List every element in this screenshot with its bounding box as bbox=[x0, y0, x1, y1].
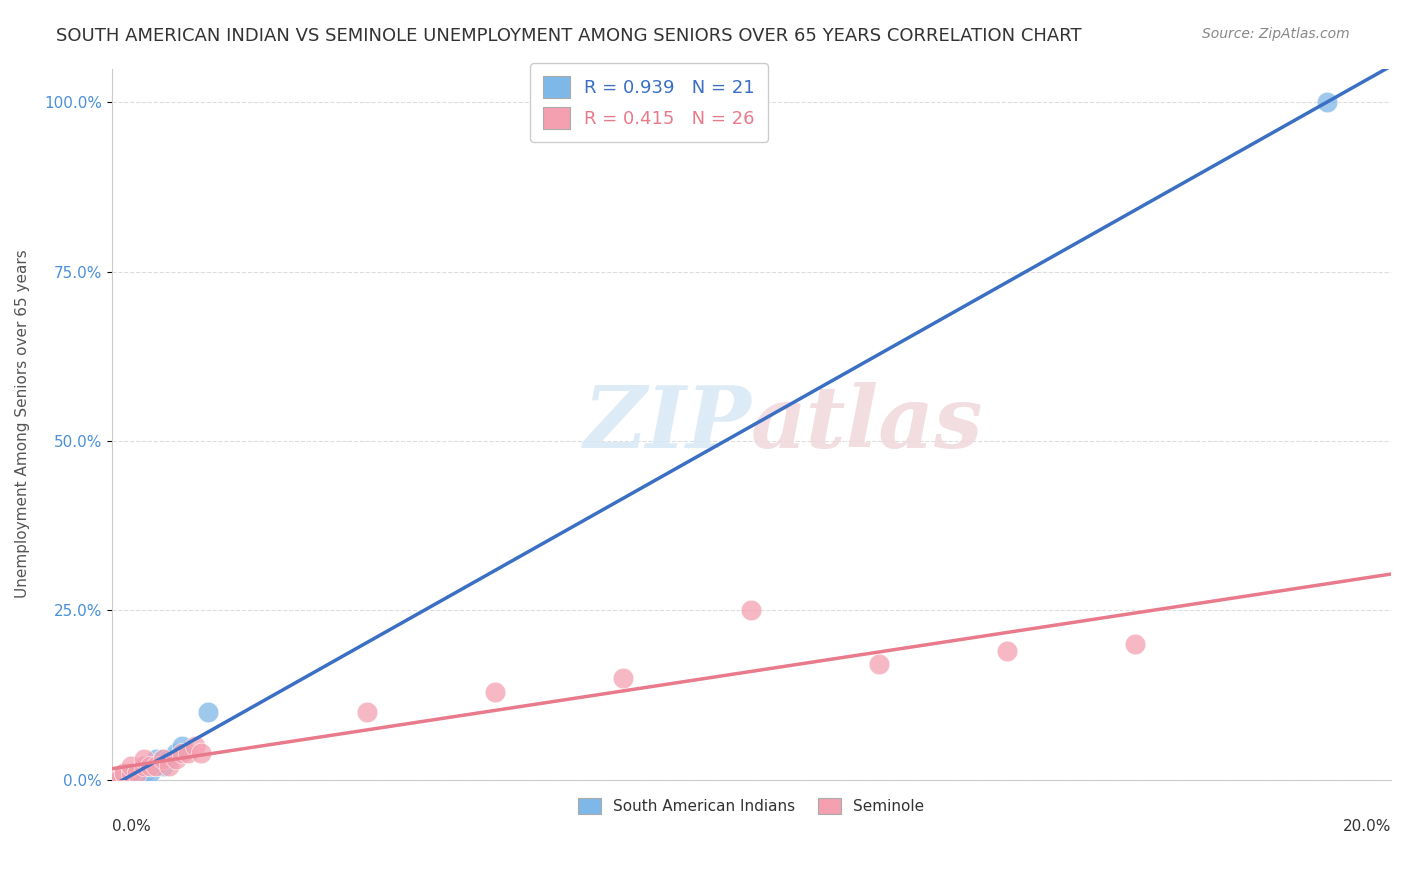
Text: SOUTH AMERICAN INDIAN VS SEMINOLE UNEMPLOYMENT AMONG SENIORS OVER 65 YEARS CORRE: SOUTH AMERICAN INDIAN VS SEMINOLE UNEMPL… bbox=[56, 27, 1081, 45]
Point bbox=[120, 765, 142, 780]
Point bbox=[127, 765, 149, 780]
Point bbox=[145, 759, 167, 773]
Point bbox=[107, 772, 129, 787]
Text: 0.0%: 0.0% bbox=[111, 819, 150, 834]
Point bbox=[112, 772, 135, 787]
Point bbox=[157, 752, 180, 766]
Point bbox=[120, 772, 142, 787]
Point bbox=[157, 759, 180, 773]
Point bbox=[190, 746, 212, 760]
Point bbox=[139, 759, 162, 773]
Point bbox=[152, 752, 174, 766]
Point bbox=[165, 752, 187, 766]
Point bbox=[132, 752, 155, 766]
Point bbox=[484, 684, 506, 698]
Point bbox=[152, 759, 174, 773]
Legend: South American Indians, Seminole: South American Indians, Seminole bbox=[571, 790, 932, 822]
Point bbox=[152, 752, 174, 766]
Point bbox=[120, 759, 142, 773]
Point bbox=[132, 759, 155, 773]
Text: ZIP: ZIP bbox=[583, 383, 751, 466]
Point bbox=[1123, 637, 1146, 651]
Point bbox=[132, 759, 155, 773]
Point bbox=[1316, 95, 1339, 110]
Point bbox=[165, 746, 187, 760]
Point bbox=[170, 746, 193, 760]
Point bbox=[197, 705, 219, 719]
Point bbox=[177, 746, 200, 760]
Point bbox=[139, 765, 162, 780]
Point bbox=[612, 671, 634, 685]
Point bbox=[127, 765, 149, 780]
Point bbox=[132, 765, 155, 780]
Point bbox=[145, 759, 167, 773]
Point bbox=[740, 603, 762, 617]
Point bbox=[868, 657, 890, 672]
Point bbox=[100, 772, 122, 787]
Point bbox=[995, 644, 1018, 658]
Text: Source: ZipAtlas.com: Source: ZipAtlas.com bbox=[1202, 27, 1350, 41]
Point bbox=[107, 772, 129, 787]
Point bbox=[145, 752, 167, 766]
Point bbox=[120, 765, 142, 780]
Point bbox=[112, 765, 135, 780]
Point bbox=[139, 759, 162, 773]
Point bbox=[356, 705, 378, 719]
Point bbox=[127, 765, 149, 780]
Text: atlas: atlas bbox=[751, 383, 984, 466]
Point bbox=[100, 772, 122, 787]
Point bbox=[100, 772, 122, 787]
Point bbox=[184, 739, 207, 753]
Y-axis label: Unemployment Among Seniors over 65 years: Unemployment Among Seniors over 65 years bbox=[15, 250, 30, 599]
Point bbox=[112, 765, 135, 780]
Text: 20.0%: 20.0% bbox=[1343, 819, 1391, 834]
Point bbox=[170, 739, 193, 753]
Point bbox=[107, 772, 129, 787]
